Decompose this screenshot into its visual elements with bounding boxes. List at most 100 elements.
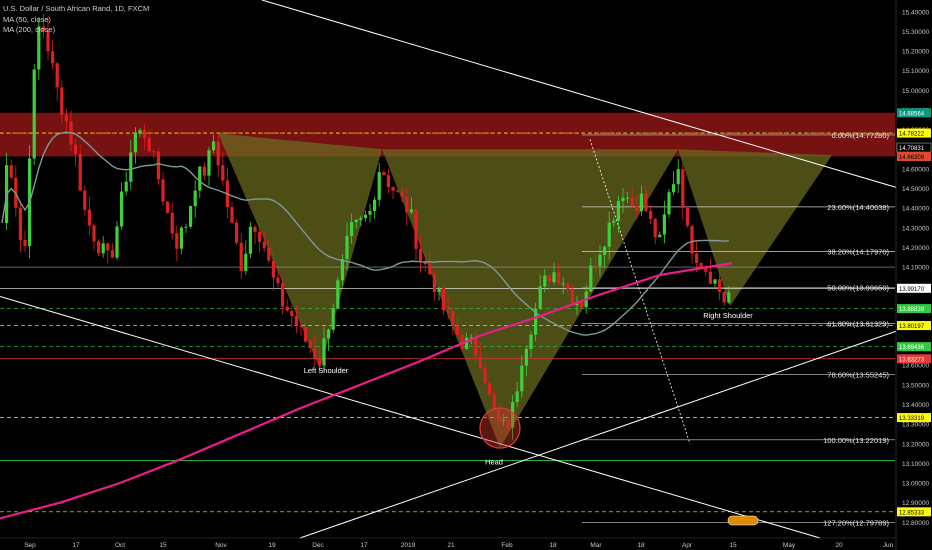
candle-body	[396, 190, 400, 192]
candle-body	[368, 210, 372, 215]
y-tick-label-25: 12.90000	[902, 500, 929, 507]
candle-body	[547, 275, 551, 283]
candle-body	[230, 207, 234, 223]
trendline-lower	[0, 296, 821, 539]
left-shoulder-triangle	[218, 133, 382, 370]
candle-body	[474, 337, 478, 357]
candle-body	[455, 325, 459, 336]
y-tick-label-4: 15.00000	[902, 88, 929, 95]
candle-body	[110, 250, 114, 258]
x-tick-label-13: 18	[637, 542, 645, 549]
candle-body	[129, 152, 133, 182]
candle-body	[391, 187, 395, 191]
price-tag-5	[897, 304, 931, 314]
candle-body	[212, 141, 216, 151]
candle-body	[667, 192, 671, 215]
alert-badge	[727, 515, 759, 526]
candle-body	[722, 291, 726, 303]
ma200-legend: MA (200, close)	[3, 25, 56, 34]
price-tag-label-8: 13.63273	[899, 357, 925, 363]
fib-label-6: 100.00%(13.22019)	[823, 436, 889, 445]
candle-body	[589, 265, 593, 292]
candle-body	[635, 205, 639, 212]
candle-body	[478, 356, 482, 369]
price-tag-4	[897, 283, 931, 293]
candle-body	[506, 419, 510, 428]
price-tag-8	[897, 354, 931, 364]
y-tick-label-22: 13.20000	[902, 441, 929, 448]
candle-body	[202, 166, 206, 176]
candle-body	[189, 206, 193, 227]
candle-body	[676, 169, 680, 185]
candle-body	[37, 26, 41, 70]
x-tick-label-5: 19	[268, 542, 276, 549]
y-tick-label-18: 13.60000	[902, 363, 929, 370]
ma50-line	[1, 131, 729, 336]
candle-body	[373, 199, 377, 211]
candle-body	[409, 209, 413, 213]
x-tick-label-4: Nov	[215, 542, 227, 549]
candle-body	[566, 283, 570, 289]
candle-body	[120, 191, 124, 227]
candle-body	[299, 325, 303, 328]
price-tag-label-4: 13.99170	[899, 287, 925, 293]
candle-body	[616, 200, 620, 221]
candle-body	[133, 132, 137, 153]
candle-body	[515, 391, 519, 403]
trendline-upper	[261, 0, 901, 189]
candle-body	[603, 246, 607, 255]
candle-body	[649, 211, 653, 219]
fib-label-5: 78.60%(13.55245)	[827, 371, 889, 380]
candle-body	[405, 196, 409, 213]
candle-body	[695, 253, 699, 263]
candle-body	[451, 311, 455, 326]
y-tick-label-3: 15.10000	[902, 68, 929, 75]
candle-body	[639, 193, 643, 212]
candle-body	[607, 222, 611, 247]
fib-label-0: 0.00%(14.77280)	[831, 131, 889, 140]
candle-body	[483, 368, 487, 383]
candle-body	[653, 218, 657, 238]
x-tick-label-1: 17	[72, 542, 80, 549]
x-tick-label-0: Sep	[24, 542, 36, 549]
x-tick-label-9: 21	[447, 542, 455, 549]
candle-body	[538, 286, 542, 309]
x-tick-label-7: 17	[360, 542, 368, 549]
candle-body	[23, 239, 27, 247]
candle-body	[78, 154, 82, 191]
candle-body	[492, 394, 496, 410]
annotation-right-shoulder: Right Shoulder	[703, 311, 753, 320]
candle-body	[570, 288, 574, 306]
candle-body	[253, 226, 257, 232]
candle-body	[285, 306, 289, 311]
candle-body	[524, 348, 528, 366]
candle-body	[460, 335, 464, 350]
price-tag-label-1: 14.78222	[899, 132, 925, 138]
candle-body	[345, 236, 349, 259]
candle-body	[382, 172, 386, 176]
candle-body	[681, 169, 685, 209]
candle-body	[51, 51, 55, 64]
candle-body	[442, 287, 446, 311]
x-tick-label-8: 2019	[401, 542, 416, 549]
trendline-rising	[299, 329, 901, 539]
candle-body	[271, 260, 275, 278]
y-tick-label-0: 15.40000	[902, 9, 929, 16]
candle-body	[248, 226, 252, 254]
candle-body	[419, 248, 423, 261]
x-tick-label-14: Apr	[682, 542, 693, 549]
x-tick-label-2: Oct	[115, 542, 125, 549]
candle-body	[428, 264, 432, 275]
fib-label-4: 61.80%(13.81329)	[827, 319, 889, 328]
price-tag-label-9: 13.33319	[899, 416, 925, 422]
candle-body	[543, 275, 547, 287]
fib-diagonal	[589, 139, 691, 444]
candle-body	[336, 280, 340, 309]
candle-body	[294, 315, 298, 326]
head-highlight-circle	[479, 407, 521, 449]
candle-body	[74, 144, 78, 155]
candle-body	[244, 253, 248, 272]
y-tick-label-19: 13.50000	[902, 382, 929, 389]
